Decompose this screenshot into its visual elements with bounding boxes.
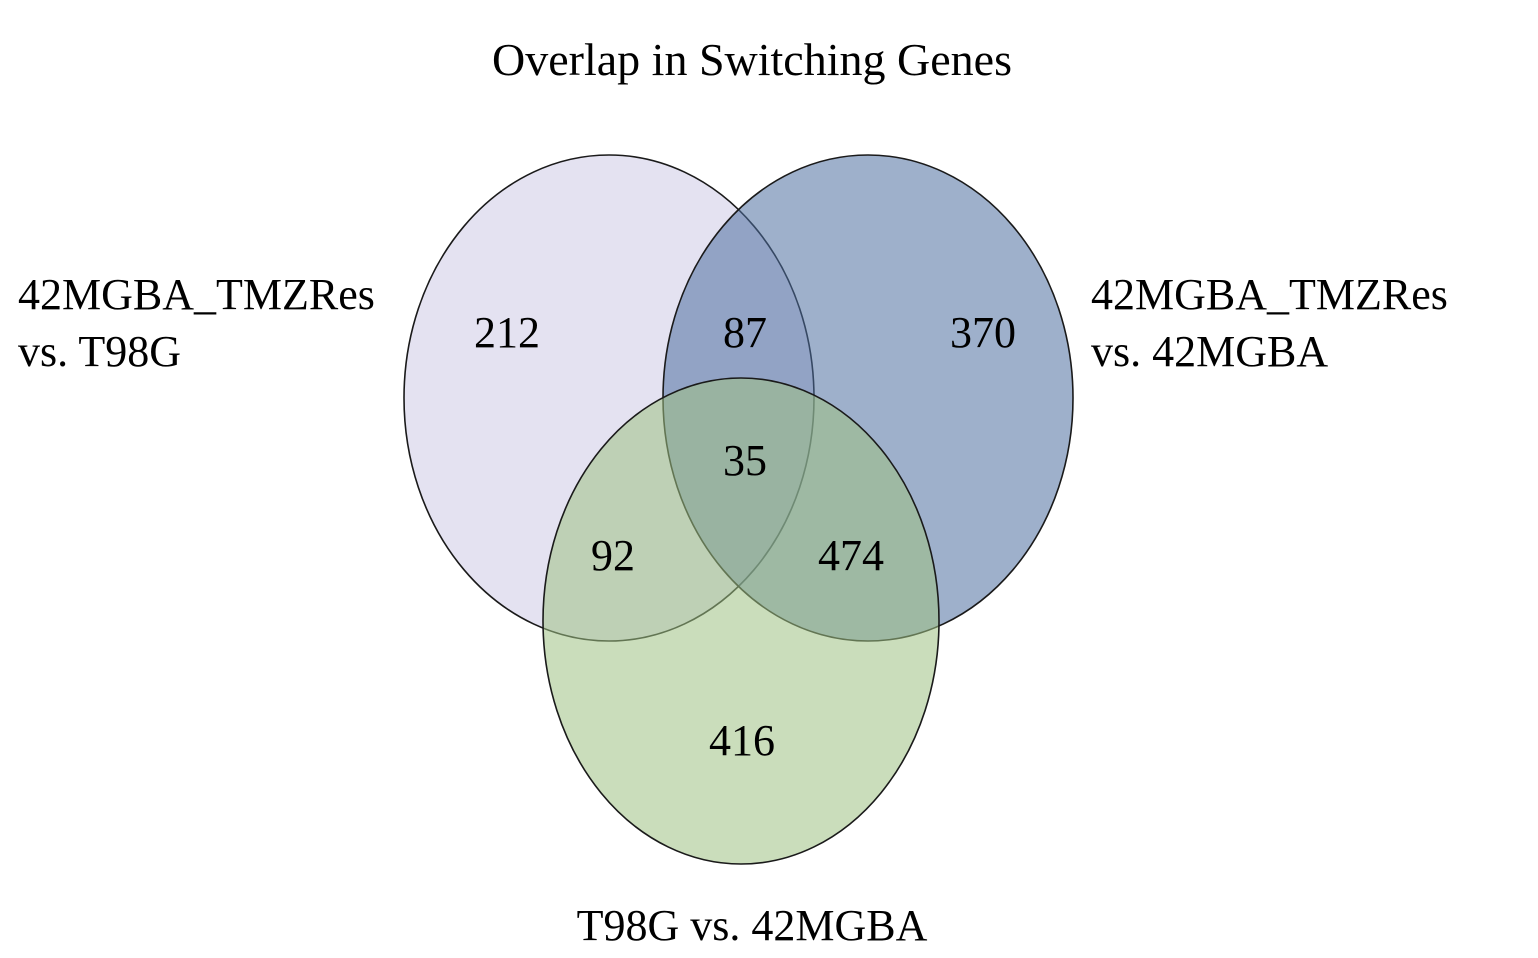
diagram-title: Overlap in Switching Genes [492, 34, 1012, 85]
count-b-only: 370 [950, 308, 1016, 357]
count-a-only: 212 [474, 308, 540, 357]
set-b-label-line-2: vs. 42MGBA [1091, 327, 1328, 376]
count-c-only: 416 [709, 716, 775, 765]
set-c-circle [542, 377, 940, 865]
set-b-label-line-1: 42MGBA_TMZRes [1091, 270, 1448, 319]
set-a-label-line-2: vs. T98G [18, 327, 181, 376]
set-a-label-line-1: 42MGBA_TMZRes [18, 270, 375, 319]
set-c-label: T98G vs. 42MGBA [577, 901, 928, 950]
count-b-c: 474 [818, 531, 884, 580]
count-a-b: 87 [723, 308, 767, 357]
count-a-c: 92 [591, 531, 635, 580]
count-a-b-c: 35 [723, 436, 767, 485]
